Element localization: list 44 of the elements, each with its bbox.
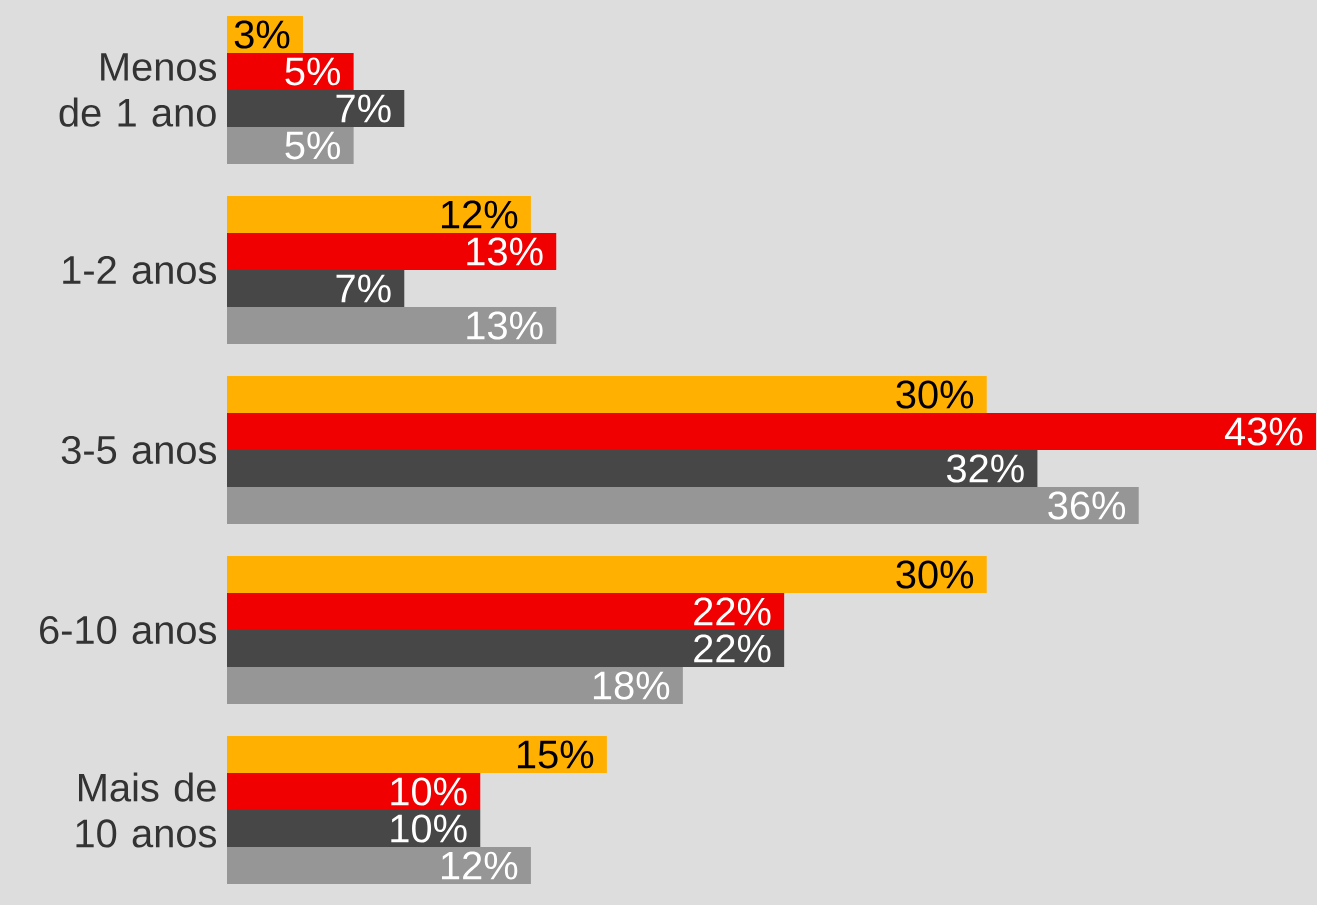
data-label: 32% xyxy=(946,454,1024,483)
data-label: 10% xyxy=(391,777,467,806)
bar xyxy=(227,307,557,344)
data-label: 36% xyxy=(1048,491,1126,520)
bar xyxy=(227,126,354,164)
y-tick-label: 1-2 anos xyxy=(63,255,216,285)
bar xyxy=(227,195,531,233)
data-label: 12% xyxy=(441,851,518,880)
data-label: 13% xyxy=(467,311,543,340)
data-label: 30% xyxy=(896,380,974,409)
data-label: 22% xyxy=(694,634,771,663)
bar xyxy=(227,736,607,774)
bar xyxy=(227,556,987,593)
y-tick-label: 6-10 anos xyxy=(40,615,216,645)
data-label: 7% xyxy=(336,274,391,303)
bar xyxy=(227,413,1316,450)
data-label: 15% xyxy=(517,740,594,769)
bar xyxy=(227,593,785,630)
data-label: 5% xyxy=(285,131,340,160)
data-label: 43% xyxy=(1224,417,1303,446)
bar xyxy=(227,847,531,885)
data-label: 22% xyxy=(694,597,771,626)
data-label: 13% xyxy=(467,237,543,266)
y-tick-label: 3-5 anos xyxy=(61,435,216,465)
bar xyxy=(227,376,987,413)
bar xyxy=(227,487,1139,524)
data-label: 7% xyxy=(336,94,391,123)
y-tick-label: Menos de 1 ano xyxy=(59,53,217,127)
bar xyxy=(227,630,785,667)
data-label: 10% xyxy=(391,814,467,843)
bar xyxy=(227,52,354,90)
data-label: 30% xyxy=(896,560,974,589)
data-label: 5% xyxy=(285,57,340,86)
bar xyxy=(227,810,481,848)
data-label: 18% xyxy=(593,671,670,700)
y-tick-label: Mais de 10 anos xyxy=(76,772,216,848)
bar xyxy=(227,89,405,127)
bar xyxy=(227,232,557,270)
data-label: 12% xyxy=(441,200,518,229)
bar xyxy=(227,450,1038,487)
bar xyxy=(227,773,481,811)
data-label: 3% xyxy=(234,20,290,49)
bar xyxy=(227,667,683,705)
bar xyxy=(227,270,405,307)
